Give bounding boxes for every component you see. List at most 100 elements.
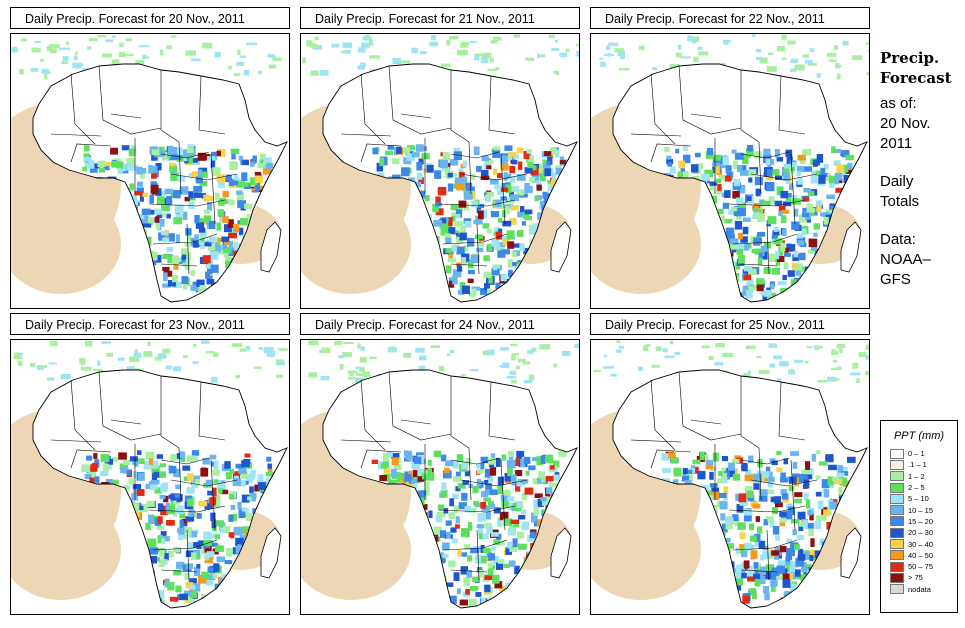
precip-cell: [491, 268, 500, 276]
precip-cell: [495, 231, 502, 240]
precip-cell: [780, 190, 789, 199]
precip-cell: [172, 147, 178, 155]
precip-cell: [503, 518, 513, 526]
precip-cell: [221, 290, 229, 296]
precip-cell: [811, 170, 816, 180]
precip-cell: [61, 61, 69, 65]
precip-cell: [704, 293, 711, 300]
precip-cell: [411, 577, 418, 582]
precip-cell: [829, 269, 838, 275]
precip-cell: [122, 587, 128, 595]
precip-cell: [745, 148, 754, 156]
precip-cell: [736, 504, 744, 513]
precip-cell: [251, 580, 260, 586]
precip-cell: [222, 190, 229, 198]
precip-cell: [269, 504, 278, 512]
precip-cell: [122, 485, 131, 491]
precip-cell: [182, 283, 188, 290]
country-border: [170, 479, 238, 487]
precip-cell: [410, 273, 416, 280]
precip-cell: [80, 366, 92, 371]
precip-cell: [723, 218, 733, 224]
precip-cell: [511, 354, 516, 361]
precip-cell: [787, 169, 795, 174]
precip-cell: [89, 477, 95, 487]
precip-cell: [741, 462, 748, 472]
precip-cell: [547, 180, 552, 187]
precip-cell: [331, 43, 340, 48]
precip-cell: [428, 258, 434, 266]
precip-cell: [415, 555, 420, 562]
precip-cell: [380, 463, 388, 469]
precip-cell: [700, 544, 706, 553]
precip-cell: [201, 340, 210, 344]
precip-cell: [720, 215, 726, 223]
precip-cell: [221, 596, 226, 602]
precip-cell: [772, 169, 780, 176]
precip-cell: [201, 171, 208, 178]
precip-cell: [847, 456, 856, 463]
precip-cell: [545, 276, 552, 285]
precip-cell: [265, 195, 275, 201]
precip-cell: [547, 183, 554, 191]
precip-cell: [415, 562, 424, 567]
precip-cell: [215, 192, 220, 201]
precip-cell: [503, 489, 511, 496]
precip-cell: [740, 236, 748, 243]
precip-cell: [544, 151, 552, 156]
daily-label: Daily: [880, 173, 914, 190]
precip-cell: [248, 281, 254, 287]
precip-cell: [421, 153, 430, 160]
precip-cell: [399, 60, 410, 64]
precip-cell: [833, 160, 841, 166]
precip-cell: [761, 471, 770, 479]
precip-cell: [151, 465, 160, 474]
precip-cell: [14, 352, 20, 358]
precip-cell: [470, 547, 480, 554]
precip-cell: [457, 550, 462, 557]
country-border: [70, 73, 96, 145]
country-border: [388, 65, 452, 135]
precip-cell: [725, 521, 733, 530]
precip-cell: [755, 56, 763, 61]
precip-cell: [418, 158, 424, 165]
precip-cell: [379, 157, 385, 167]
precip-cell: [560, 505, 569, 514]
precip-cell: [435, 202, 442, 207]
precip-cell: [432, 203, 439, 213]
precip-cell: [417, 286, 425, 293]
precip-cell: [226, 587, 235, 597]
precip-cell: [797, 511, 806, 520]
precip-cell: [223, 240, 230, 246]
precip-cell: [443, 508, 449, 514]
precip-cell: [115, 271, 123, 276]
precip-cell: [456, 588, 461, 595]
precip-cell: [759, 571, 764, 580]
precip-cell: [706, 592, 716, 598]
precip-cell: [707, 241, 714, 249]
precip-cell: [443, 217, 453, 227]
precip-cell: [513, 243, 523, 248]
precip-cell: [262, 165, 272, 175]
precip-cell: [826, 586, 831, 595]
precip-cell: [244, 590, 252, 596]
precip-cell: [127, 206, 132, 215]
precip-cell: [727, 583, 735, 592]
precip-cell: [193, 192, 202, 198]
precip-cell: [486, 191, 494, 197]
madagascar: [840, 527, 862, 579]
precip-cell: [129, 251, 138, 260]
precip-cell: [215, 245, 221, 253]
precip-cell: [205, 271, 210, 279]
precip-cell: [836, 472, 845, 481]
precip-cell: [700, 566, 708, 573]
precip-cell: [787, 506, 795, 515]
precip-cell: [796, 574, 801, 580]
precip-cell: [384, 590, 390, 600]
precip-cell: [235, 374, 241, 379]
precip-cell: [249, 486, 254, 494]
precip-cell: [417, 469, 426, 478]
precip-cell: [146, 209, 155, 215]
precip-cell: [433, 271, 440, 280]
precip-cell: [483, 271, 491, 278]
